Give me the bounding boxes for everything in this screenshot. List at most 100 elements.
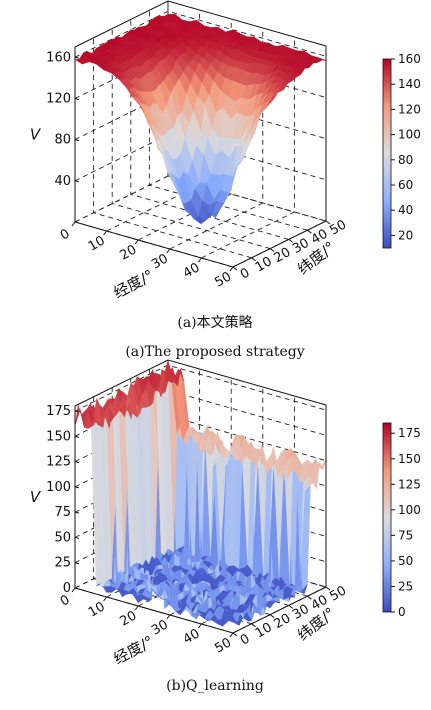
y-tick-label: 10 — [253, 254, 275, 275]
x-tick-mark — [71, 221, 76, 227]
surface-mesh — [74, 359, 327, 627]
x-tick-mark — [166, 614, 171, 620]
z-tick-label: 120 — [46, 91, 71, 106]
front-axis-edges — [74, 47, 327, 268]
x-tick-label: 40 — [181, 626, 203, 647]
y-tick-label: 0 — [238, 265, 253, 282]
colorbar-tick-label: 150 — [398, 452, 421, 466]
z-axis-label: V — [30, 126, 42, 144]
colorbar-tick-label: 75 — [398, 528, 413, 542]
x-tick-mark — [197, 257, 202, 263]
top-edges — [74, 0, 327, 48]
x-axis-label: 经度/° — [111, 266, 157, 302]
y-tick-label: 10 — [253, 620, 275, 641]
z-tick-mark — [74, 461, 80, 464]
z-tick-label: 80 — [54, 133, 71, 148]
y-tick-mark — [269, 614, 275, 618]
z-tick-label: 160 — [46, 50, 71, 65]
caption-b: (b)Q_learning — [166, 678, 264, 694]
colorbar-gradient — [382, 58, 392, 249]
colorbar-tick-label: 100 — [398, 503, 421, 517]
y-tick-mark — [288, 605, 294, 609]
x-tick-label: 20 — [118, 608, 140, 629]
colorbar-tick-label: 120 — [398, 102, 421, 116]
y-tick-label: 40 — [309, 593, 331, 614]
y-tick-label: 0 — [238, 631, 253, 648]
x-tick-mark — [229, 266, 234, 272]
z-tick-mark — [74, 435, 80, 438]
x-tick-label: 50 — [212, 269, 234, 290]
y-tick-label: 40 — [309, 227, 331, 248]
x-tick-mark — [134, 239, 139, 245]
colorbar-tick-label: 175 — [398, 426, 421, 440]
caption-a-chinese: (a)本文策略 — [177, 314, 252, 331]
z-tick-mark — [74, 587, 80, 590]
y-tick-label: 30 — [290, 602, 312, 623]
y-tick-mark — [232, 632, 238, 637]
y-tick-mark — [251, 257, 256, 262]
x-tick-mark — [229, 632, 234, 638]
y-tick-mark — [307, 229, 312, 234]
colorbar-tick-label: 50 — [398, 554, 413, 568]
colorbar-tick-label: 140 — [398, 77, 421, 91]
z-tick-mark — [74, 56, 80, 59]
z-tick-label: 150 — [46, 429, 71, 444]
colorbar-tick-label: 80 — [398, 153, 413, 167]
colorbar-tick-label: 25 — [398, 579, 413, 593]
colorbar-tick-label: 60 — [398, 178, 413, 192]
y-tick-label: 20 — [272, 611, 294, 632]
z-tick-label: 40 — [54, 174, 71, 189]
colorbar-tick-label: 160 — [398, 52, 421, 66]
x-gridline — [201, 37, 295, 259]
colorbar-tick-label: 0 — [398, 605, 406, 619]
y-tick-label: 50 — [327, 583, 349, 604]
x-tick-mark — [134, 605, 139, 611]
x-tick-mark — [197, 623, 202, 629]
colorbar: 0 25 50 75 100 125 150 175 — [382, 422, 421, 619]
box-frame — [74, 0, 327, 268]
z-tick-label: 0 — [63, 581, 71, 596]
colorbar: 20 40 60 80 100 120 140 160 — [382, 52, 421, 249]
x-tick-mark — [71, 587, 76, 593]
z-tick-label: 125 — [46, 455, 71, 470]
x-tick-mark — [166, 248, 171, 254]
x-tick-label: 30 — [149, 251, 171, 272]
x-tick-label: 0 — [58, 226, 73, 243]
x-tick-label: 50 — [212, 635, 234, 656]
x-tick-mark — [103, 596, 107, 602]
y-tick-mark — [232, 266, 238, 271]
surface-cell — [74, 56, 87, 65]
box-frame — [74, 359, 327, 634]
z-tick-mark — [74, 562, 80, 565]
z-tick-mark — [74, 536, 80, 539]
z-tick-label: 25 — [54, 556, 71, 571]
y-tick-mark — [288, 238, 294, 243]
x-tick-label: 10 — [86, 233, 108, 254]
y-tick-mark — [307, 595, 312, 600]
z-tick-label: 175 — [46, 404, 71, 419]
x-tick-label: 40 — [181, 260, 203, 281]
colorbar-tick-label: 40 — [398, 203, 413, 217]
x-tick-label: 30 — [149, 617, 171, 638]
colorbar-tick-label: 125 — [398, 477, 421, 491]
x-tick-label: 20 — [118, 242, 140, 263]
colorbar-tick-label: 20 — [398, 228, 413, 242]
colorbar-gradient — [382, 422, 392, 613]
z-tick-label: 100 — [46, 480, 71, 495]
z-tick-mark — [74, 511, 80, 514]
surface-mesh — [74, 14, 327, 225]
colorbar-tick-label: 100 — [398, 128, 421, 142]
caption-a-english: (a)The proposed strategy — [125, 344, 304, 360]
z-tick-mark — [74, 486, 80, 489]
y-tick-mark — [325, 220, 331, 225]
z-tick-mark — [74, 97, 80, 100]
y-tick-label: 20 — [272, 245, 294, 266]
y-tick-mark — [325, 586, 331, 591]
y-tick-label: 50 — [327, 217, 349, 238]
z-axis-label: V — [30, 488, 42, 506]
y-tick-mark — [251, 623, 256, 628]
